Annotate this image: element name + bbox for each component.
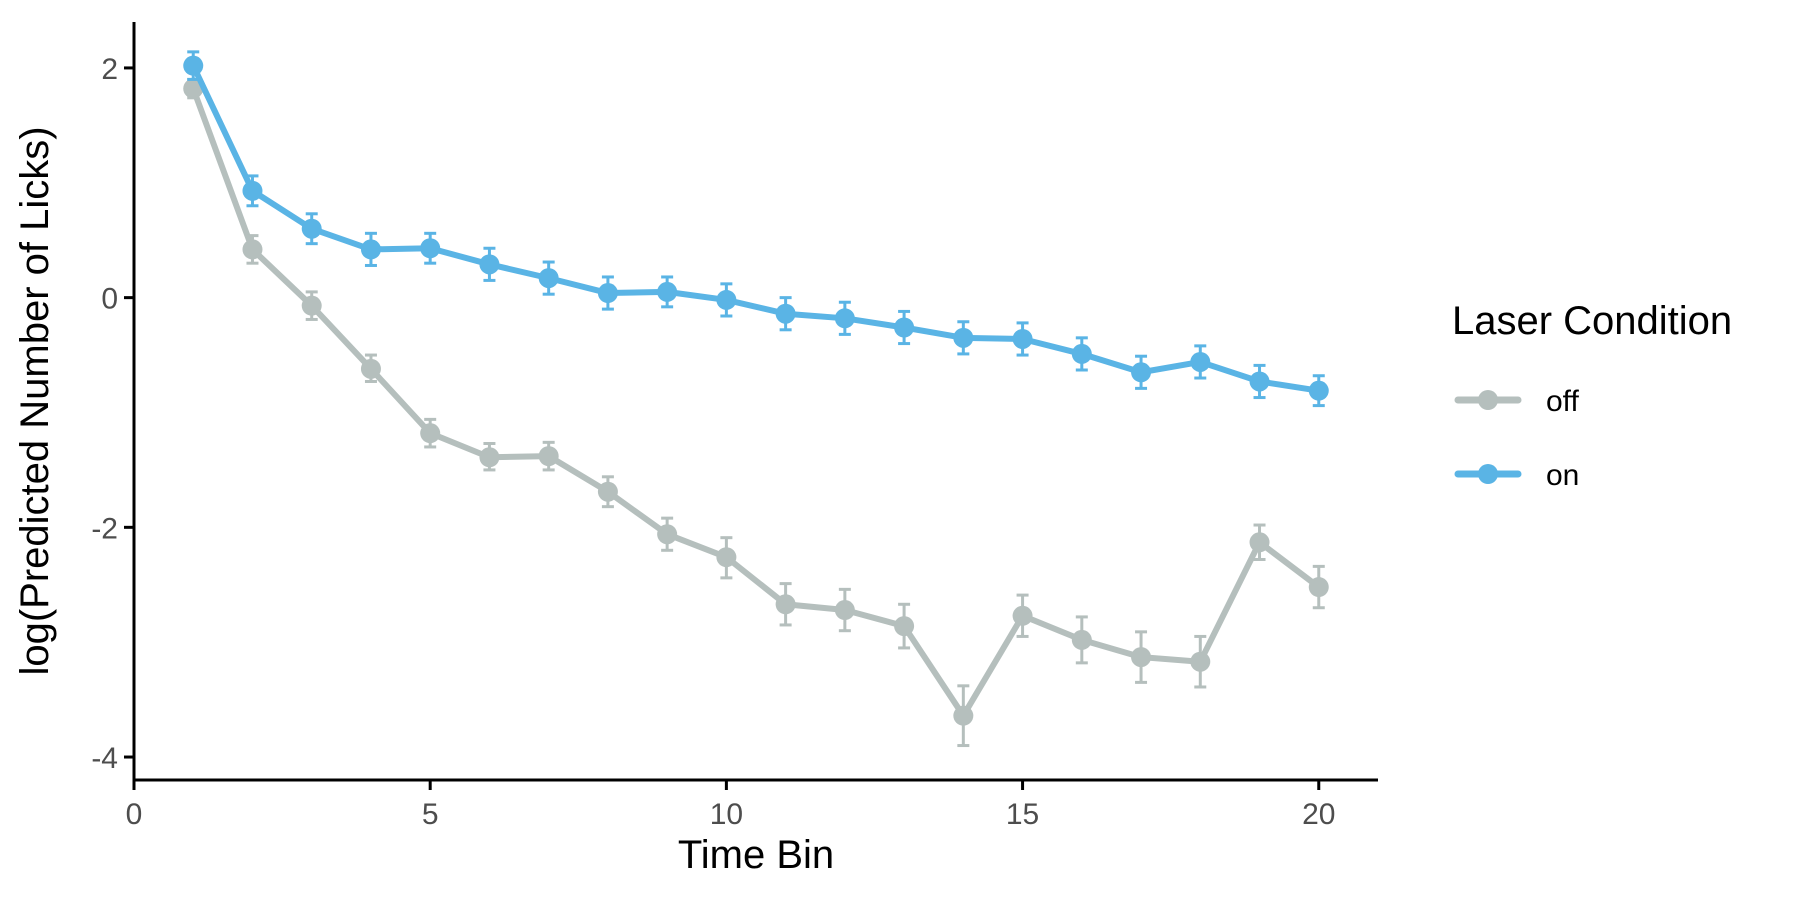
data-point — [479, 447, 500, 468]
y-tick-label: 2 — [101, 53, 118, 86]
x-tick-label: 5 — [422, 798, 439, 831]
data-point — [360, 358, 381, 379]
data-point — [360, 239, 381, 260]
data-point — [716, 289, 737, 310]
legend-label-on: on — [1546, 459, 1579, 492]
y-tick-label: -2 — [91, 512, 118, 545]
data-point — [953, 327, 974, 348]
y-tick-label: 0 — [101, 283, 118, 316]
legend: Laser Condition off on — [1452, 299, 1732, 492]
data-point — [301, 295, 322, 316]
legend-label-off: off — [1546, 385, 1579, 418]
data-point — [1131, 362, 1152, 383]
data-point — [775, 594, 796, 615]
data-point — [1012, 605, 1033, 626]
data-point — [597, 481, 618, 502]
y-axis-title: log(Predicted Number of Licks) — [13, 126, 57, 675]
data-point — [834, 600, 855, 621]
data-point — [775, 303, 796, 324]
data-point — [894, 616, 915, 637]
x-tick-label: 20 — [1302, 798, 1335, 831]
data-point — [301, 218, 322, 239]
data-point — [183, 78, 204, 99]
x-tick-label: 10 — [710, 798, 743, 831]
data-point — [479, 254, 500, 275]
series-group — [183, 50, 1329, 748]
data-point — [597, 283, 618, 304]
data-point — [183, 55, 204, 76]
data-point — [242, 239, 263, 260]
legend-title: Laser Condition — [1452, 299, 1732, 343]
legend-marker-on — [1478, 464, 1498, 484]
data-point — [1071, 343, 1092, 364]
data-point — [1308, 577, 1329, 598]
data-point — [1190, 651, 1211, 672]
data-point — [420, 423, 441, 444]
data-point — [716, 547, 737, 568]
legend-marker-off — [1478, 390, 1498, 410]
data-point — [834, 308, 855, 329]
data-point — [538, 268, 559, 289]
series-line-on — [190, 62, 1322, 394]
data-point — [657, 524, 678, 545]
x-tick-label: 0 — [126, 798, 143, 831]
data-point — [242, 180, 263, 201]
x-tick-label: 15 — [1006, 798, 1039, 831]
data-point — [1308, 380, 1329, 401]
data-point — [538, 446, 559, 467]
data-point — [657, 281, 678, 302]
data-point — [1012, 328, 1033, 349]
series-on — [183, 50, 1329, 408]
y-tick-label: -4 — [91, 742, 118, 775]
data-point — [953, 705, 974, 726]
series-off — [183, 77, 1329, 748]
x-axis-title: Time Bin — [678, 833, 834, 877]
data-point — [1249, 532, 1270, 553]
data-point — [1249, 371, 1270, 392]
series-line-off — [190, 85, 1322, 719]
data-point — [420, 238, 441, 259]
data-point — [1071, 629, 1092, 650]
data-point — [1190, 351, 1211, 372]
data-point — [894, 317, 915, 338]
data-point — [1131, 647, 1152, 668]
